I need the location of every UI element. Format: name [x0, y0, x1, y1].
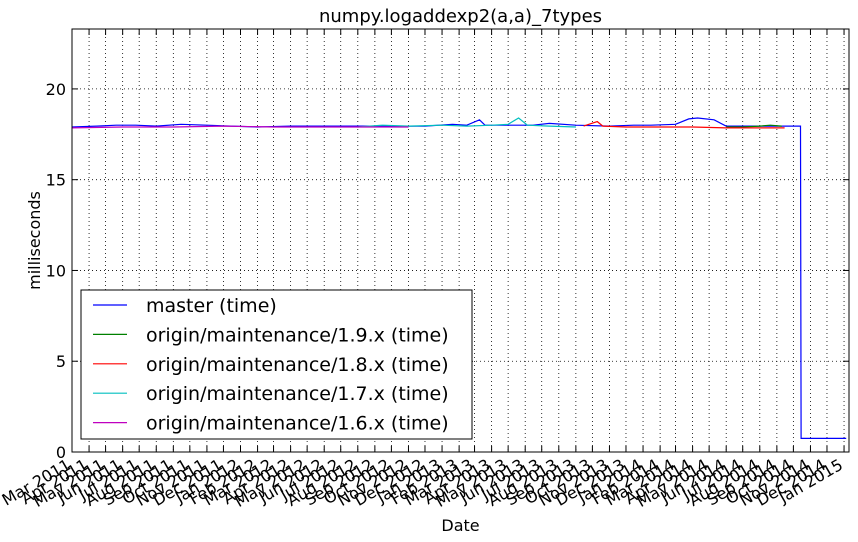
series-line-3 — [357, 117, 576, 128]
series-layer — [71, 117, 847, 439]
legend: master (time) origin/maintenance/1.9.x (t… — [80, 289, 473, 440]
series-line-2 — [583, 120, 785, 129]
y-tick-label: 15 — [46, 171, 66, 190]
x-axis-title: Date — [441, 516, 479, 535]
y-tick-label: 10 — [46, 261, 66, 280]
series-line-4 — [71, 125, 409, 129]
y-tick-label: 5 — [56, 352, 66, 371]
plot-frame — [71, 28, 850, 453]
y-axis-title: milliseconds — [25, 191, 44, 290]
legend-box — [80, 289, 473, 440]
legend-label-3: origin/maintenance/1.7.x (time) — [146, 383, 449, 405]
series-line-1 — [726, 124, 782, 128]
y-tick-label: 0 — [56, 443, 66, 462]
legend-label-1: origin/maintenance/1.9.x (time) — [146, 324, 449, 346]
legend-label-2: origin/maintenance/1.8.x (time) — [146, 354, 449, 376]
chart-title: numpy.logaddexp2(a,a)_7types — [319, 6, 602, 27]
legend-label-0: master (time) — [146, 295, 277, 317]
y-tick-label: 20 — [46, 80, 66, 99]
series-line-0 — [71, 117, 847, 439]
legend-label-4: origin/maintenance/1.6.x (time) — [146, 413, 449, 435]
